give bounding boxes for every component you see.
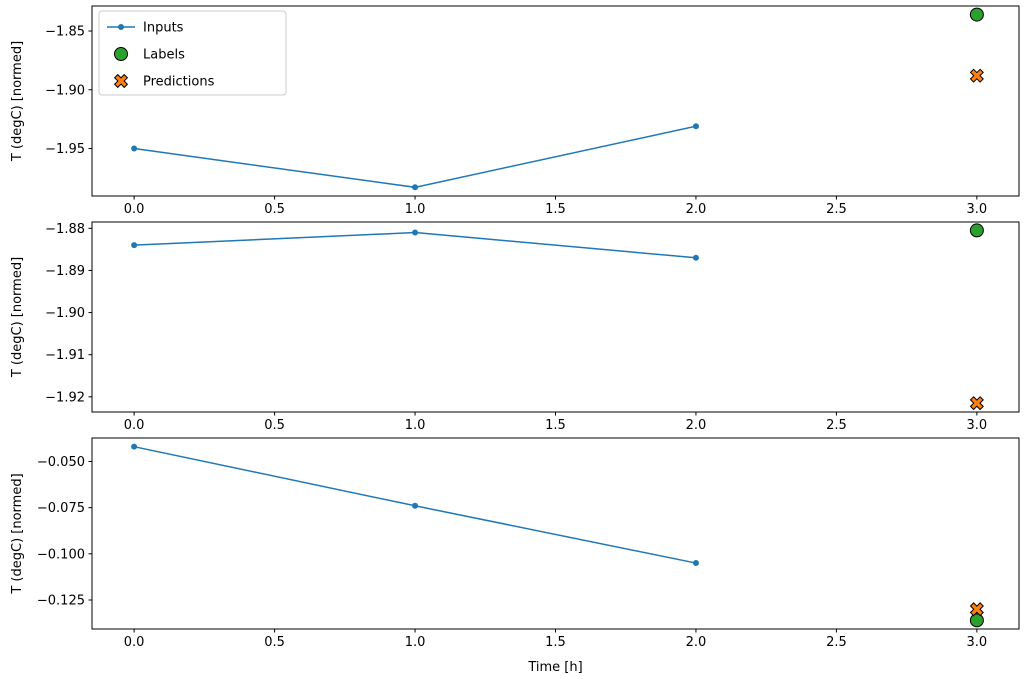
- line-point-marker: [412, 184, 419, 191]
- line-point-marker: [131, 242, 138, 249]
- x-tick-label: 2.0: [686, 202, 707, 216]
- x-tick-label: 1.5: [545, 635, 566, 650]
- x-tick-label: 3.0: [967, 418, 988, 432]
- subplot-top: 0.0 0.5 1.0 1.5 2.0 2.5 3.0 −1.85 −1.90 −1.95 T (d…: [0, 0, 1030, 217]
- y-axis: −0.050 −0.075 −0.100 −0.125: [37, 455, 92, 608]
- y-axis-label: T (degC) [normed]: [10, 41, 25, 162]
- y-tick-label: −1.92: [45, 390, 85, 405]
- legend-entry-inputs: Inputs: [107, 21, 184, 36]
- y-tick-label: −0.075: [37, 501, 85, 516]
- x-tick-label: 2.0: [686, 635, 707, 650]
- line-point-marker: [131, 443, 138, 450]
- line-point-marker: [131, 145, 138, 152]
- subplot-bottom: 0.0 0.5 1.0 1.5 2.0 2.5 3.0 −0.050 −0.075 −0.100−…: [0, 432, 1030, 679]
- x-tick-label: 0.0: [124, 202, 145, 216]
- legend-label: Inputs: [143, 21, 184, 36]
- series-inputs: [131, 123, 699, 191]
- series-inputs: [131, 443, 699, 567]
- y-axis: −1.85 −1.90 −1.95: [45, 25, 92, 157]
- y-tick-label: −1.90: [45, 306, 85, 321]
- chart-svg-2: 0.0 0.5 1.0 1.5 2.0 2.5 3.0 −1.88 −1.89 −1.90 −1.9…: [10, 221, 1020, 433]
- y-axis: −1.88 −1.89 −1.90 −1.91 −1.92: [45, 222, 92, 405]
- y-tick-label: −0.100: [37, 547, 85, 562]
- y-tick-label: −1.91: [45, 348, 85, 363]
- x-tick-label: 0.5: [264, 202, 285, 216]
- x-axis: 0.0 0.5 1.0 1.5 2.0 2.5 3.0: [124, 196, 988, 217]
- series-labels: [969, 223, 984, 238]
- x-axis: 0.0 0.5 1.0 1.5 2.0 2.5 3.0: [124, 412, 988, 433]
- x-tick-label: 1.0: [405, 418, 426, 432]
- x-tick-label: 0.5: [264, 418, 285, 432]
- x-tick-label: 1.0: [405, 202, 426, 216]
- circle-marker: [969, 223, 984, 238]
- x-tick-label: 1.0: [405, 635, 426, 650]
- legend-label: Predictions: [143, 75, 215, 90]
- circle-marker: [114, 47, 128, 61]
- series-predictions: [969, 396, 984, 411]
- line-point-marker: [412, 229, 419, 236]
- inputs-line: [134, 125, 697, 189]
- y-axis-label: T (degC) [normed]: [10, 473, 25, 594]
- legend-label: Labels: [143, 48, 185, 63]
- line-point-marker: [692, 560, 699, 567]
- legend: Inputs Labels Predictions: [98, 10, 287, 96]
- x-tick-label: 2.5: [826, 202, 847, 216]
- series-predictions: [969, 68, 984, 83]
- series-labels: [969, 7, 984, 22]
- x-tick-label: 2.5: [826, 418, 847, 432]
- x-tick-label: 0.0: [124, 635, 145, 650]
- y-tick-label: −1.95: [45, 142, 85, 157]
- line-point-marker: [692, 254, 699, 261]
- line-point-marker: [118, 24, 124, 30]
- y-tick-label: −1.85: [45, 25, 85, 40]
- y-tick-label: −1.90: [45, 83, 85, 98]
- line-point-marker: [692, 123, 699, 130]
- x-tick-label: 3.0: [967, 635, 988, 650]
- y-axis-label: T (degC) [normed]: [10, 257, 25, 378]
- x-marker: [113, 73, 129, 89]
- axes-frame: [91, 221, 1020, 413]
- x-axis: 0.0 0.5 1.0 1.5 2.0 2.5 3.0: [124, 629, 987, 650]
- x-tick-label: 0.0: [124, 418, 145, 432]
- x-axis-label: Time [h]: [527, 660, 582, 675]
- legend-entry-predictions: Predictions: [113, 73, 215, 90]
- series-labels: [969, 613, 984, 628]
- x-tick-label: 1.5: [545, 202, 566, 216]
- x-tick-label: 1.5: [545, 418, 566, 432]
- y-tick-label: −0.050: [37, 455, 85, 470]
- y-tick-label: −0.125: [37, 593, 85, 608]
- inputs-line: [134, 231, 697, 259]
- chart-svg-3: 0.0 0.5 1.0 1.5 2.0 2.5 3.0−0.050−0.075−0.100−…: [10, 437, 1020, 675]
- y-tick-label: −1.89: [45, 264, 85, 279]
- y-tick-label: −1.88: [45, 222, 85, 237]
- subplot-middle: 0.0 0.5 1.0 1.5 2.0 2.5 3.0 −1.88 −1.89 −1.90 −1.9…: [0, 216, 1030, 433]
- circle-marker: [969, 7, 984, 22]
- x-tick-label: 2.5: [826, 635, 847, 650]
- legend-box: [98, 10, 287, 96]
- series-predictions: [969, 602, 984, 617]
- x-marker: [969, 396, 984, 411]
- x-tick-label: 2.0: [686, 418, 707, 432]
- line-point-marker: [412, 502, 419, 509]
- series-inputs: [131, 229, 699, 261]
- x-tick-label: 0.5: [264, 635, 285, 650]
- circle-marker: [969, 613, 984, 628]
- x-tick-label: 3.0: [967, 202, 988, 216]
- legend-entry-labels: Labels: [114, 47, 185, 63]
- x-marker: [969, 68, 984, 83]
- x-marker: [969, 602, 984, 617]
- chart-svg-1: 0.0 0.5 1.0 1.5 2.0 2.5 3.0 −1.85 −1.90 −1.95 T (d…: [10, 5, 1020, 217]
